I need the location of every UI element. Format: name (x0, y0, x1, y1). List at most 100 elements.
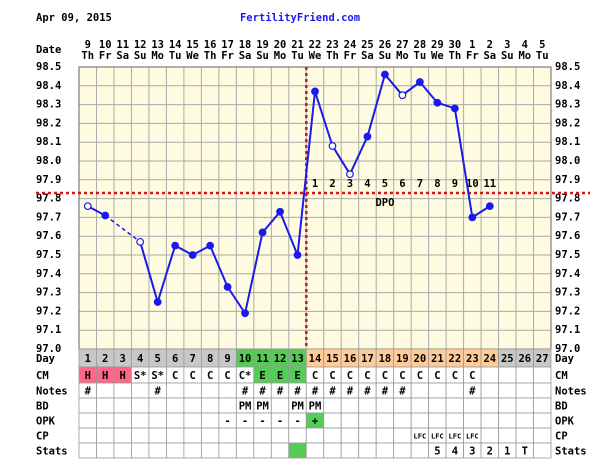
cell-text: 10 (239, 353, 252, 365)
temperature-point (363, 132, 372, 141)
row-cell (218, 397, 237, 414)
cell-text: 21 (431, 353, 444, 365)
y-tick-label: 98.2 (36, 117, 61, 129)
cell-text: # (242, 386, 249, 398)
y-tick-label-right: 98.0 (555, 155, 580, 167)
cell-text: C (417, 370, 423, 382)
y-tick-label: 98.4 (36, 80, 61, 92)
cell-text: - (294, 416, 300, 428)
plot-background (79, 67, 551, 349)
y-tick-label: 98.0 (36, 155, 61, 167)
row-cell (96, 397, 115, 414)
row-cell (148, 412, 167, 429)
cell-text: # (329, 386, 336, 398)
row-cell (323, 427, 342, 444)
row-cell (270, 397, 290, 414)
row-cell (533, 397, 552, 414)
y-tick-label-right: 98.1 (555, 136, 580, 148)
row-cell (358, 397, 377, 414)
cell-text: 3 (469, 446, 475, 458)
row-cell (288, 442, 307, 459)
date-label: 22 (309, 39, 322, 51)
cell-text: # (294, 386, 301, 398)
site-name: FertilityFriend.com (240, 12, 360, 24)
row-cell (323, 397, 342, 414)
row-cell (131, 382, 150, 399)
cell-text: 4 (137, 353, 143, 365)
weekday-label: Mo (396, 50, 409, 62)
y-tick-label-right: 98.3 (555, 99, 580, 111)
dpo-number: 10 (466, 178, 479, 190)
row-cell (96, 382, 115, 399)
date-label: 13 (151, 39, 164, 51)
date-label: 25 (361, 39, 374, 51)
date-label: 9 (85, 39, 91, 51)
weekday-label: Tu (414, 50, 427, 62)
row-cell (340, 442, 360, 459)
weekday-label: Tu (536, 50, 549, 62)
row-cell (200, 412, 220, 429)
weekday-label: Tu (169, 50, 182, 62)
cell-text: - (242, 416, 248, 428)
date-label: 4 (522, 39, 528, 51)
temperature-point (381, 70, 389, 79)
cell-text: C* (239, 370, 252, 382)
weekday-label: Su (256, 50, 269, 62)
dpo-number: 11 (483, 178, 496, 190)
row-label: Day (36, 353, 56, 365)
date-label: 3 (504, 39, 510, 51)
y-tick-label: 97.0 (36, 343, 61, 355)
row-cell (131, 412, 150, 429)
gap-bridge (104, 214, 141, 243)
weekday-label: Fr (99, 50, 112, 62)
row-cell (218, 427, 237, 444)
date-label: 21 (291, 39, 304, 51)
row-cell (148, 397, 167, 414)
row-cell (200, 397, 220, 414)
dpo-number: 6 (399, 178, 405, 190)
row-cell (340, 427, 360, 444)
cell-text: 8 (207, 353, 213, 365)
cell-text: 13 (291, 353, 304, 365)
temperature-point (258, 228, 267, 237)
row-cell (463, 397, 482, 414)
cell-text: E (277, 370, 283, 382)
cell-text: LFC (414, 433, 427, 441)
date-label: 30 (449, 39, 462, 51)
row-cell (445, 382, 464, 399)
cell-text: PM (309, 401, 322, 413)
cell-text: C (469, 370, 475, 382)
y-tick-label-right: 97.4 (555, 268, 580, 280)
y-tick-label-right: 97.9 (555, 174, 580, 186)
row-cell (533, 442, 552, 459)
row-label: BD (36, 401, 49, 413)
cell-text: C (207, 370, 213, 382)
row-cell (533, 382, 552, 399)
dpo-number: 8 (434, 178, 440, 190)
row-cell (323, 442, 342, 459)
date-label: 20 (274, 39, 287, 51)
date-label: 14 (169, 39, 182, 51)
cell-text: 6 (172, 353, 178, 365)
cell-text: PM (239, 401, 252, 413)
row-cell (288, 427, 307, 444)
date-label: Date (36, 44, 61, 56)
row-cell (358, 412, 377, 429)
row-cell (253, 427, 272, 444)
row-cell (166, 397, 185, 414)
y-tick-label-right: 97.0 (555, 343, 580, 355)
y-tick-label-right: 97.7 (555, 211, 580, 223)
row-cell (480, 397, 499, 414)
dpo-number: 3 (347, 178, 353, 190)
row-cell (131, 397, 150, 414)
row-cell (166, 427, 185, 444)
date-label: 26 (379, 39, 392, 51)
weekday-label: Sa (239, 50, 252, 62)
row-cell (393, 397, 412, 414)
y-tick-label-right: 97.2 (555, 305, 580, 317)
row-cell (410, 397, 430, 414)
row-cell (480, 427, 499, 444)
row-label-right: Day (555, 353, 575, 365)
row-cell (200, 382, 220, 399)
row-cell (340, 412, 360, 429)
